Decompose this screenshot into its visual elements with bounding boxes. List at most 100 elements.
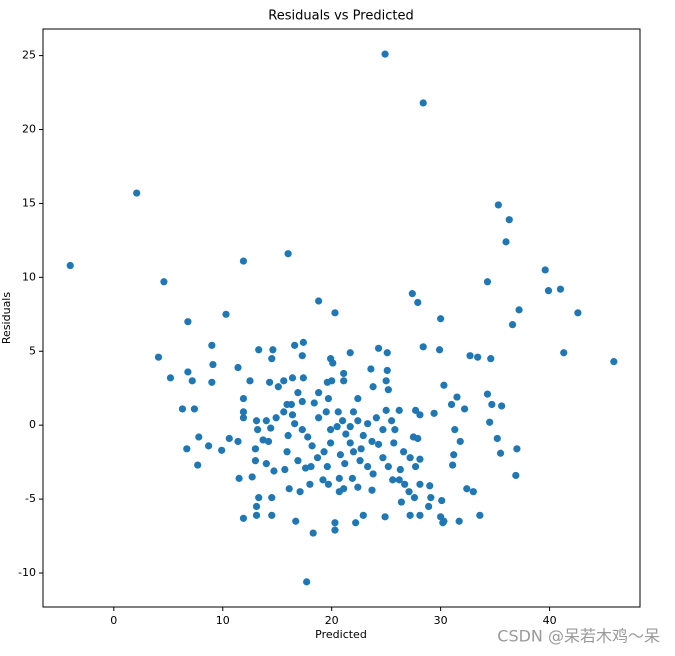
point bbox=[416, 411, 424, 419]
point bbox=[382, 406, 390, 414]
point bbox=[438, 496, 446, 505]
point bbox=[281, 465, 289, 474]
point bbox=[411, 462, 420, 471]
point bbox=[291, 341, 299, 349]
plot-frame bbox=[42, 28, 641, 608]
point bbox=[280, 377, 288, 385]
point bbox=[416, 455, 424, 463]
point bbox=[435, 346, 444, 354]
point bbox=[354, 394, 362, 403]
chart-title: Residuals vs Predicted bbox=[268, 9, 413, 24]
point bbox=[209, 360, 217, 369]
point bbox=[544, 287, 553, 295]
point bbox=[315, 297, 323, 305]
point bbox=[304, 433, 312, 441]
point bbox=[259, 436, 267, 444]
point bbox=[359, 431, 367, 440]
x-tick-label: 0 bbox=[110, 614, 117, 627]
point bbox=[408, 290, 416, 298]
point bbox=[368, 486, 376, 494]
point bbox=[512, 471, 520, 480]
point bbox=[483, 390, 492, 398]
x-tick-label: 40 bbox=[543, 614, 557, 627]
point bbox=[505, 216, 513, 224]
point bbox=[372, 414, 380, 422]
point bbox=[384, 386, 392, 394]
point bbox=[308, 442, 316, 450]
point bbox=[346, 349, 354, 357]
point bbox=[328, 377, 336, 385]
y-tick-label: 10 bbox=[22, 270, 36, 283]
point bbox=[218, 446, 226, 454]
point bbox=[269, 346, 277, 354]
point bbox=[395, 406, 403, 414]
point bbox=[488, 400, 496, 409]
point bbox=[379, 426, 387, 434]
point bbox=[184, 368, 192, 376]
point bbox=[349, 448, 358, 456]
point bbox=[331, 519, 339, 527]
x-tick-label: 30 bbox=[434, 614, 448, 627]
point bbox=[425, 502, 433, 511]
point bbox=[498, 402, 506, 410]
point bbox=[309, 529, 317, 537]
point bbox=[440, 381, 448, 389]
point bbox=[348, 474, 356, 482]
point bbox=[556, 285, 565, 293]
point bbox=[463, 485, 471, 493]
point bbox=[291, 420, 299, 428]
point bbox=[466, 352, 474, 360]
point bbox=[541, 266, 549, 274]
point bbox=[252, 417, 261, 425]
point bbox=[410, 494, 419, 502]
point bbox=[453, 393, 461, 401]
point bbox=[251, 445, 260, 453]
point bbox=[239, 408, 248, 416]
point bbox=[427, 494, 435, 502]
y-tick-label: -5 bbox=[25, 492, 36, 505]
point bbox=[437, 315, 445, 323]
point bbox=[390, 439, 398, 447]
point bbox=[397, 498, 406, 506]
point bbox=[324, 480, 333, 488]
point bbox=[508, 321, 517, 329]
point bbox=[248, 473, 256, 481]
point bbox=[327, 426, 335, 434]
point bbox=[560, 349, 568, 357]
point bbox=[340, 369, 348, 378]
point bbox=[354, 417, 362, 425]
point bbox=[254, 426, 262, 434]
point bbox=[246, 377, 254, 385]
point bbox=[335, 474, 343, 482]
point bbox=[166, 374, 175, 382]
point bbox=[315, 389, 323, 397]
point bbox=[288, 374, 297, 382]
point bbox=[414, 298, 422, 307]
point bbox=[357, 445, 365, 453]
point bbox=[320, 448, 328, 456]
point bbox=[456, 437, 464, 446]
point bbox=[255, 346, 263, 354]
point bbox=[451, 426, 459, 434]
x-axis-label: Predicted bbox=[315, 628, 367, 641]
point bbox=[487, 355, 495, 363]
point bbox=[298, 426, 306, 434]
point bbox=[306, 480, 314, 488]
x-tick-label: 10 bbox=[216, 614, 230, 627]
point bbox=[405, 488, 413, 496]
point bbox=[195, 433, 203, 441]
y-tick-label: 25 bbox=[22, 49, 36, 62]
point bbox=[178, 405, 187, 413]
point bbox=[331, 526, 339, 534]
point bbox=[352, 519, 360, 527]
point bbox=[469, 488, 477, 496]
point bbox=[292, 517, 300, 525]
point bbox=[298, 352, 306, 360]
point bbox=[154, 353, 163, 361]
point bbox=[307, 462, 315, 471]
point bbox=[382, 377, 390, 385]
point bbox=[270, 467, 278, 475]
point bbox=[391, 426, 399, 434]
point bbox=[379, 454, 387, 462]
point bbox=[369, 383, 377, 391]
